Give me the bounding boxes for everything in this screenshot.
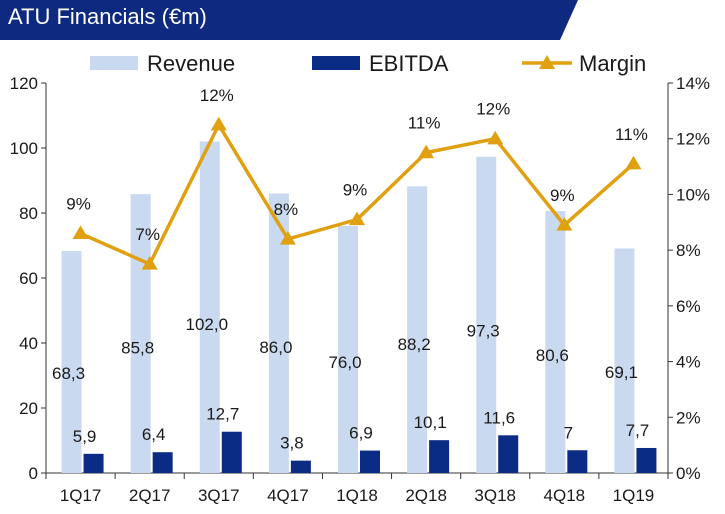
- y-left-tick-label: 0: [29, 464, 38, 483]
- y-left-tick-label: 120: [10, 74, 38, 93]
- ebitda-bar: [429, 440, 450, 473]
- margin-point: [141, 256, 158, 270]
- x-tick-label: 2Q18: [405, 486, 447, 505]
- revenue-bar: [338, 226, 358, 473]
- ebitda-bar: [152, 452, 173, 473]
- revenue-label: 86,0: [259, 338, 292, 357]
- y-right-tick-label: 2%: [676, 408, 701, 427]
- y-left-tick-label: 100: [10, 139, 38, 158]
- revenue-bar: [61, 251, 82, 473]
- y-left-tick-label: 20: [19, 399, 38, 418]
- ebitda-bar: [83, 453, 104, 473]
- revenue-series: [61, 141, 635, 474]
- margin-point: [487, 130, 504, 145]
- ebitda-bar: [221, 431, 242, 473]
- legend-swatch-ebitda: [312, 56, 360, 70]
- x-tick-label: 4Q18: [544, 486, 586, 505]
- margin-point: [279, 231, 296, 245]
- revenue-bar: [614, 248, 635, 473]
- ebitda-label: 7: [564, 423, 573, 442]
- margin-label: 8%: [274, 200, 299, 219]
- margin-series: [72, 116, 642, 270]
- x-tick-label: 3Q17: [198, 486, 240, 505]
- revenue-label: 97,3: [467, 322, 500, 341]
- legend: Revenue EBITDA Margin: [90, 51, 646, 76]
- ebitda-label: 12,7: [206, 405, 239, 424]
- x-tick-label: 3Q18: [474, 486, 516, 505]
- legend-label-revenue: Revenue: [147, 51, 235, 76]
- y-right-tick-label: 4%: [676, 353, 701, 372]
- y-right-tick-label: 8%: [676, 241, 701, 260]
- margin-label: 12%: [476, 100, 510, 119]
- margin-point: [349, 211, 365, 226]
- y-right-tick-label: 0%: [676, 464, 701, 483]
- margin-point: [556, 217, 573, 231]
- x-tick-label: 1Q18: [336, 486, 378, 505]
- margin-point: [418, 144, 435, 159]
- ebitda-label: 10,1: [414, 413, 447, 432]
- y-right-tick-label: 6%: [676, 297, 701, 316]
- ebitda-label: 3,8: [280, 434, 304, 453]
- margin-point: [625, 155, 642, 170]
- x-tick-label: 2Q17: [129, 486, 171, 505]
- y-right-tick-label: 12%: [676, 130, 710, 149]
- margin-label: 9%: [66, 194, 91, 213]
- ebitda-bar: [360, 450, 380, 473]
- revenue-bar: [199, 141, 220, 473]
- x-tick-label: 4Q17: [267, 486, 309, 505]
- revenue-bar: [545, 211, 566, 474]
- legend-label-ebitda: EBITDA: [369, 51, 449, 76]
- ebitda-bar: [567, 450, 588, 473]
- revenue-label: 68,3: [52, 364, 85, 383]
- margin-label: 9%: [550, 186, 575, 205]
- revenue-label: 85,8: [121, 339, 154, 358]
- revenue-bar: [407, 186, 428, 473]
- revenue-label: 76,0: [328, 353, 361, 372]
- x-tick-label: 1Q19: [613, 486, 655, 505]
- margin-point: [210, 116, 227, 131]
- ebitda-label: 11,6: [483, 408, 515, 427]
- data-labels: 68,3 85,8 102,0 86,0 76,0 88,2 97,3 80,6 69,1 5,9…: [52, 86, 649, 453]
- y-left-tick-label: 80: [19, 204, 38, 223]
- y-left-tick-label: 60: [19, 269, 38, 288]
- title-banner-shape: [0, 0, 578, 40]
- revenue-label: 80,6: [536, 346, 569, 365]
- legend-swatch-revenue: [90, 56, 138, 70]
- revenue-label: 69,1: [605, 363, 638, 382]
- ebitda-label: 5,9: [73, 427, 97, 446]
- y-left-tick-label: 40: [19, 334, 38, 353]
- revenue-label: 102,0: [186, 315, 229, 334]
- ebitda-label: 6,9: [349, 424, 373, 443]
- legend-swatch-margin-marker: [539, 55, 555, 69]
- ebitda-series: [83, 431, 657, 473]
- revenue-label: 88,2: [398, 335, 431, 354]
- revenue-bar: [268, 193, 289, 473]
- margin-label: 11%: [408, 114, 441, 133]
- ebitda-label: 7,7: [626, 421, 650, 440]
- margin-label: 9%: [343, 181, 368, 200]
- margin-label: 7%: [135, 225, 160, 244]
- margin-label: 12%: [200, 86, 234, 105]
- ebitda-bar: [498, 435, 519, 473]
- ebitda-label: 6,4: [142, 425, 166, 444]
- revenue-bar: [476, 156, 497, 473]
- legend-label-margin: Margin: [579, 51, 646, 76]
- y-right-tick-label: 10%: [676, 185, 710, 204]
- axes: 0 20 40 60 80 100 120 0% 2% 4% 6% 8% 10% 12% 14% 1Q17 2Q…: [10, 74, 710, 505]
- y-right-tick-label: 14%: [676, 74, 710, 93]
- x-tick-label: 1Q17: [60, 486, 102, 505]
- title-banner: [0, 0, 578, 40]
- margin-label: 11%: [615, 125, 648, 144]
- margin-point: [72, 225, 89, 240]
- ebitda-bar: [290, 460, 311, 473]
- chart-title: ATU Financials (€m): [8, 4, 207, 29]
- ebitda-bar: [636, 447, 657, 473]
